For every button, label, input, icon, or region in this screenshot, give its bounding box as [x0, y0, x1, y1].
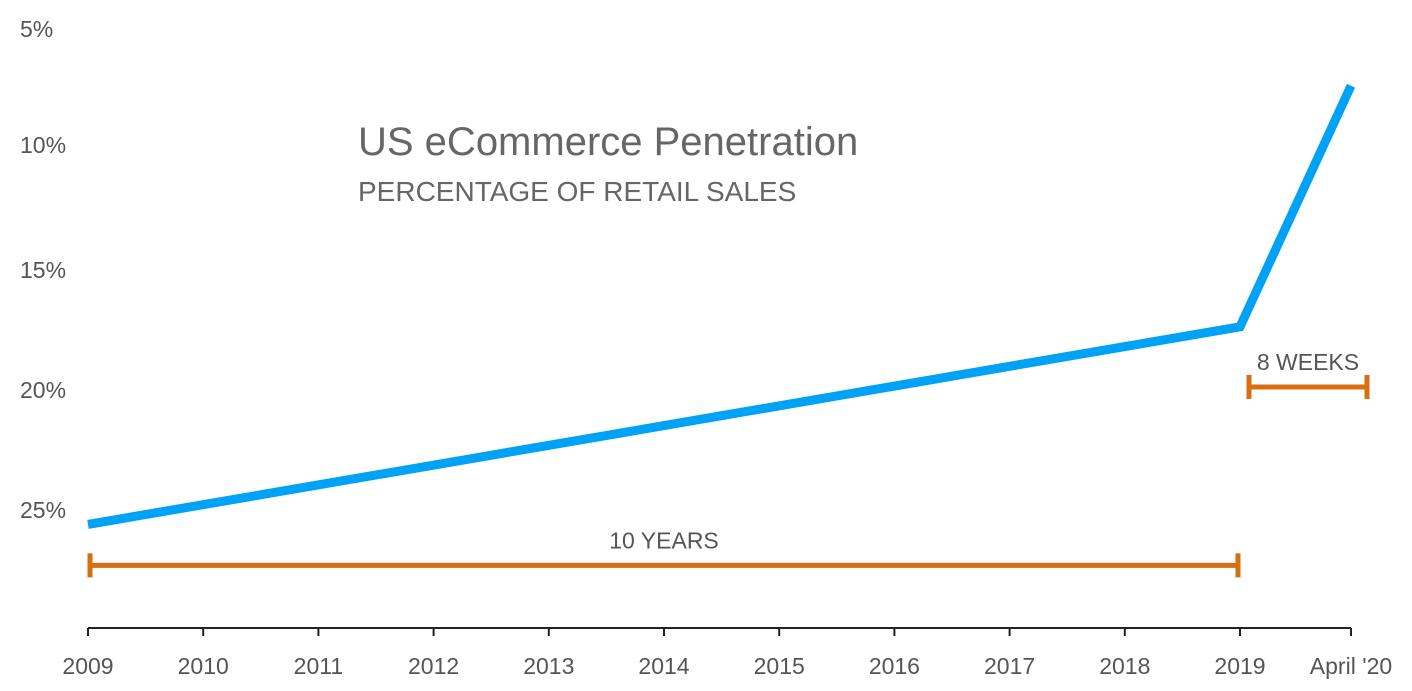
series-group [87, 83, 1356, 529]
x-axis: 2009 2010 2011 2012 2013 2014 2015 2016 2017 2018… [62, 627, 1392, 679]
series-line [87, 83, 1356, 529]
x-tick-label: 2009 [62, 653, 113, 679]
span-bracket: 8 WEEKS [1246, 349, 1370, 399]
chart-title: US eCommerce Penetration [358, 120, 858, 164]
x-tick-label: 2012 [408, 653, 459, 679]
y-tick-label: 20% [20, 377, 66, 403]
y-axis-labels: 5% 10% 15% 20% 25% [20, 16, 66, 523]
x-tick-label: 2016 [869, 653, 920, 679]
x-tick-label: 2014 [638, 653, 689, 679]
x-tick-label: 2013 [523, 653, 574, 679]
span-bracket: 10 YEARS [87, 527, 1241, 578]
x-tick-label: 2010 [178, 653, 229, 679]
y-tick-label: 25% [20, 497, 66, 523]
y-tick-label: 5% [20, 16, 53, 42]
span-label: 10 YEARS [609, 527, 719, 553]
y-tick-label: 10% [20, 132, 66, 158]
x-tick-label: 2015 [754, 653, 805, 679]
span-annotations: 10 YEARS 8 WEEKS [87, 349, 1370, 578]
x-tick-label: 2017 [984, 653, 1035, 679]
x-tick-label: 2018 [1099, 653, 1150, 679]
x-tick-label: April '20 [1310, 653, 1392, 679]
x-tick-label: 2019 [1214, 653, 1265, 679]
chart-subtitle: PERCENTAGE OF RETAIL SALES [358, 176, 796, 207]
x-tick-label: 2011 [294, 653, 343, 679]
span-label: 8 WEEKS [1257, 349, 1359, 375]
y-tick-label: 15% [20, 257, 66, 283]
